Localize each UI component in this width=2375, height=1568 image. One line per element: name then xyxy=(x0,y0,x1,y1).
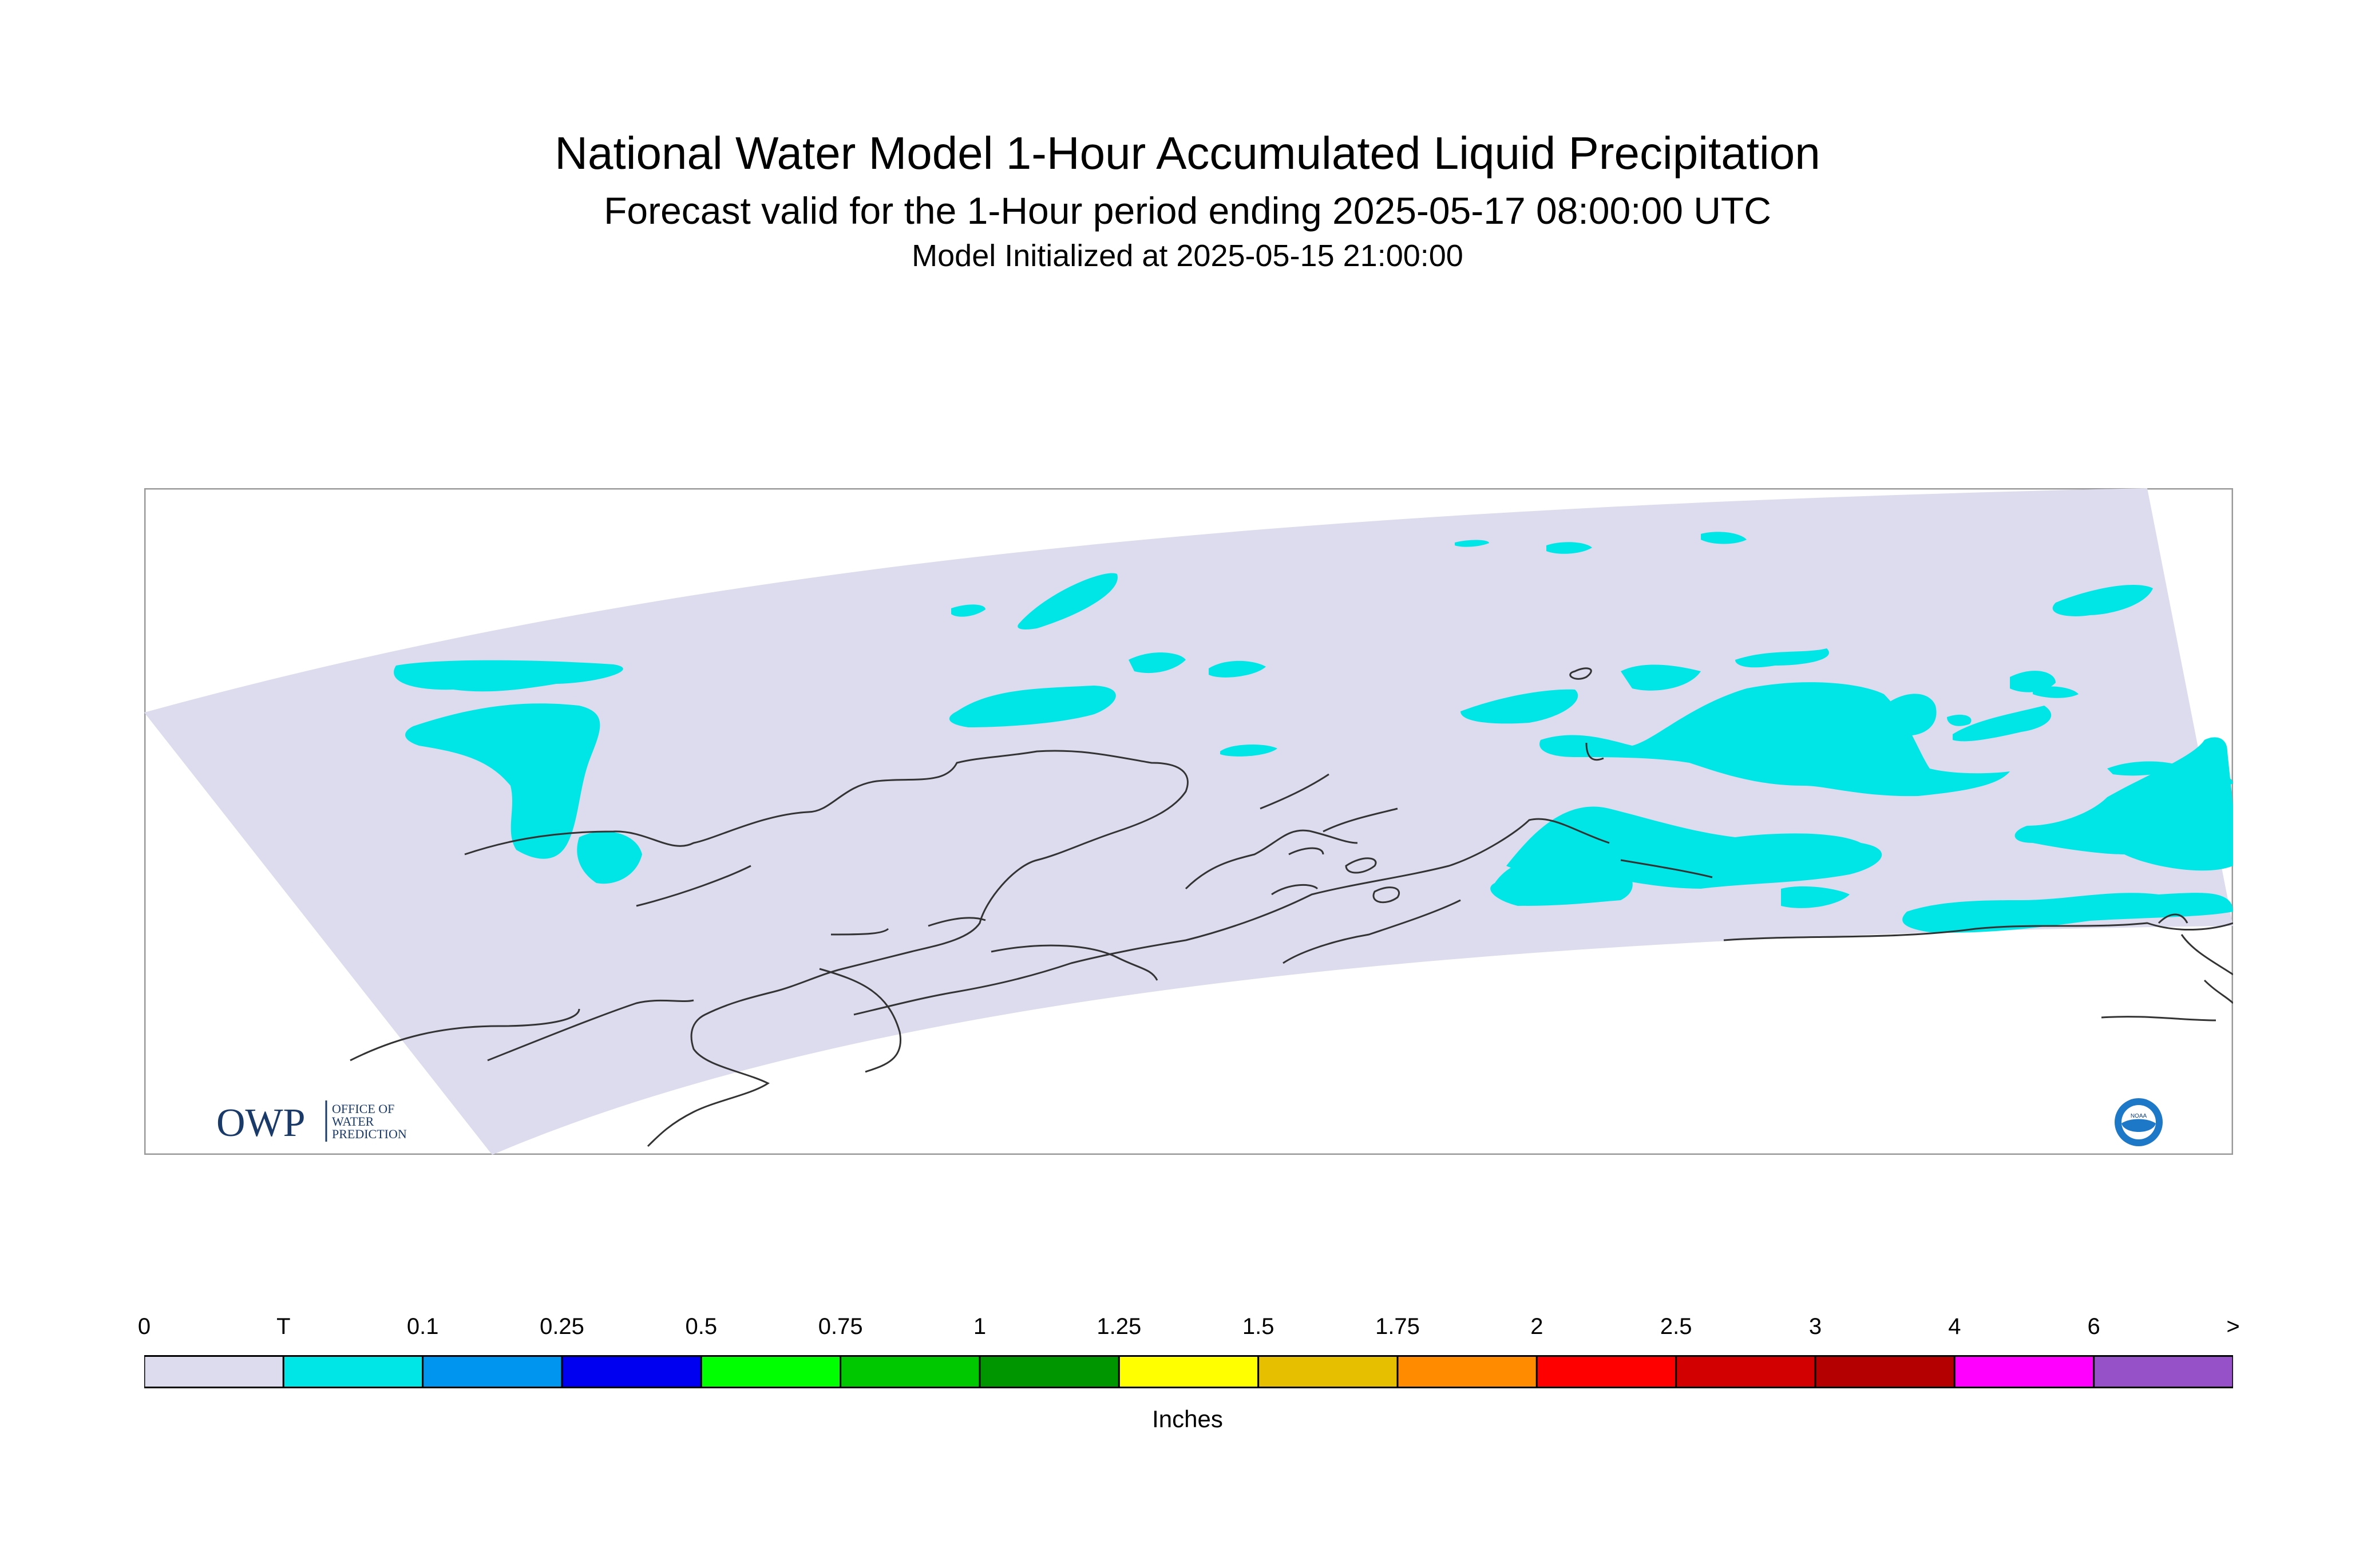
owp-logo-line1: OFFICE OF xyxy=(332,1102,394,1116)
legend-tick-label: 1.5 xyxy=(1242,1314,1274,1339)
legend-tick-label: 1 xyxy=(973,1314,987,1339)
legend-swatch-7 xyxy=(1118,1355,1260,1388)
legend-tick-label: T xyxy=(276,1314,291,1339)
legend-swatch-14 xyxy=(2093,1355,2233,1388)
legend-swatch-5 xyxy=(840,1355,981,1388)
color-legend-bar xyxy=(144,1355,2233,1388)
legend-swatch-9 xyxy=(1396,1355,1538,1388)
legend-tick-label: 0.1 xyxy=(406,1314,439,1339)
precipitation-map: OWP OFFICE OF WATER PREDICTION NOAA xyxy=(144,488,2233,1155)
legend-swatch-13 xyxy=(1953,1355,2095,1388)
legend-tick-label: 4 xyxy=(1948,1314,1961,1339)
legend-swatch-1 xyxy=(282,1355,424,1388)
legend-tick-label: 2 xyxy=(1530,1314,1543,1339)
legend-swatch-3 xyxy=(561,1355,702,1388)
legend-tick-label: 2.5 xyxy=(1660,1314,1692,1339)
owp-logo: OWP OFFICE OF WATER PREDICTION xyxy=(216,1100,407,1145)
forecast-valid-subtitle: Forecast valid for the 1-Hour period end… xyxy=(604,189,1771,232)
legend-swatch-0 xyxy=(144,1355,284,1388)
model-domain xyxy=(144,488,2233,1155)
legend-swatch-11 xyxy=(1675,1355,1816,1388)
legend-tick-label: > xyxy=(2226,1314,2240,1339)
noaa-logo: NOAA xyxy=(2115,1098,2163,1146)
legend-swatch-10 xyxy=(1535,1355,1677,1388)
legend-tick-label: 0 xyxy=(137,1314,151,1339)
legend-swatch-6 xyxy=(979,1355,1120,1388)
noaa-logo-mark: NOAA xyxy=(2131,1113,2147,1119)
legend-units-label: Inches xyxy=(1152,1405,1223,1432)
legend-swatch-2 xyxy=(422,1355,563,1388)
legend-swatch-12 xyxy=(1814,1355,1956,1388)
legend-tick-label: 3 xyxy=(1808,1314,1822,1339)
owp-logo-line3: PREDICTION xyxy=(332,1127,407,1141)
coastlines xyxy=(350,667,2233,1147)
model-init-text: Model Initialized at 2025-05-15 21:00:00 xyxy=(912,239,1463,273)
legend-tick-label: 0.75 xyxy=(818,1314,863,1339)
owp-logo-line2: WATER xyxy=(332,1114,374,1129)
legend-tick-label: 6 xyxy=(2087,1314,2100,1339)
precip-trace-areas xyxy=(394,532,2233,933)
legend-tick-label: 0.5 xyxy=(685,1314,718,1339)
legend-tick-label: 0.25 xyxy=(540,1314,584,1339)
owp-logo-mark: OWP xyxy=(216,1101,306,1145)
legend-tick-label: 1.25 xyxy=(1097,1314,1142,1339)
legend-swatch-8 xyxy=(1257,1355,1399,1388)
legend-swatch-4 xyxy=(700,1355,842,1388)
legend-tick-label: 1.75 xyxy=(1375,1314,1420,1339)
map-title: National Water Model 1-Hour Accumulated … xyxy=(555,128,1820,179)
